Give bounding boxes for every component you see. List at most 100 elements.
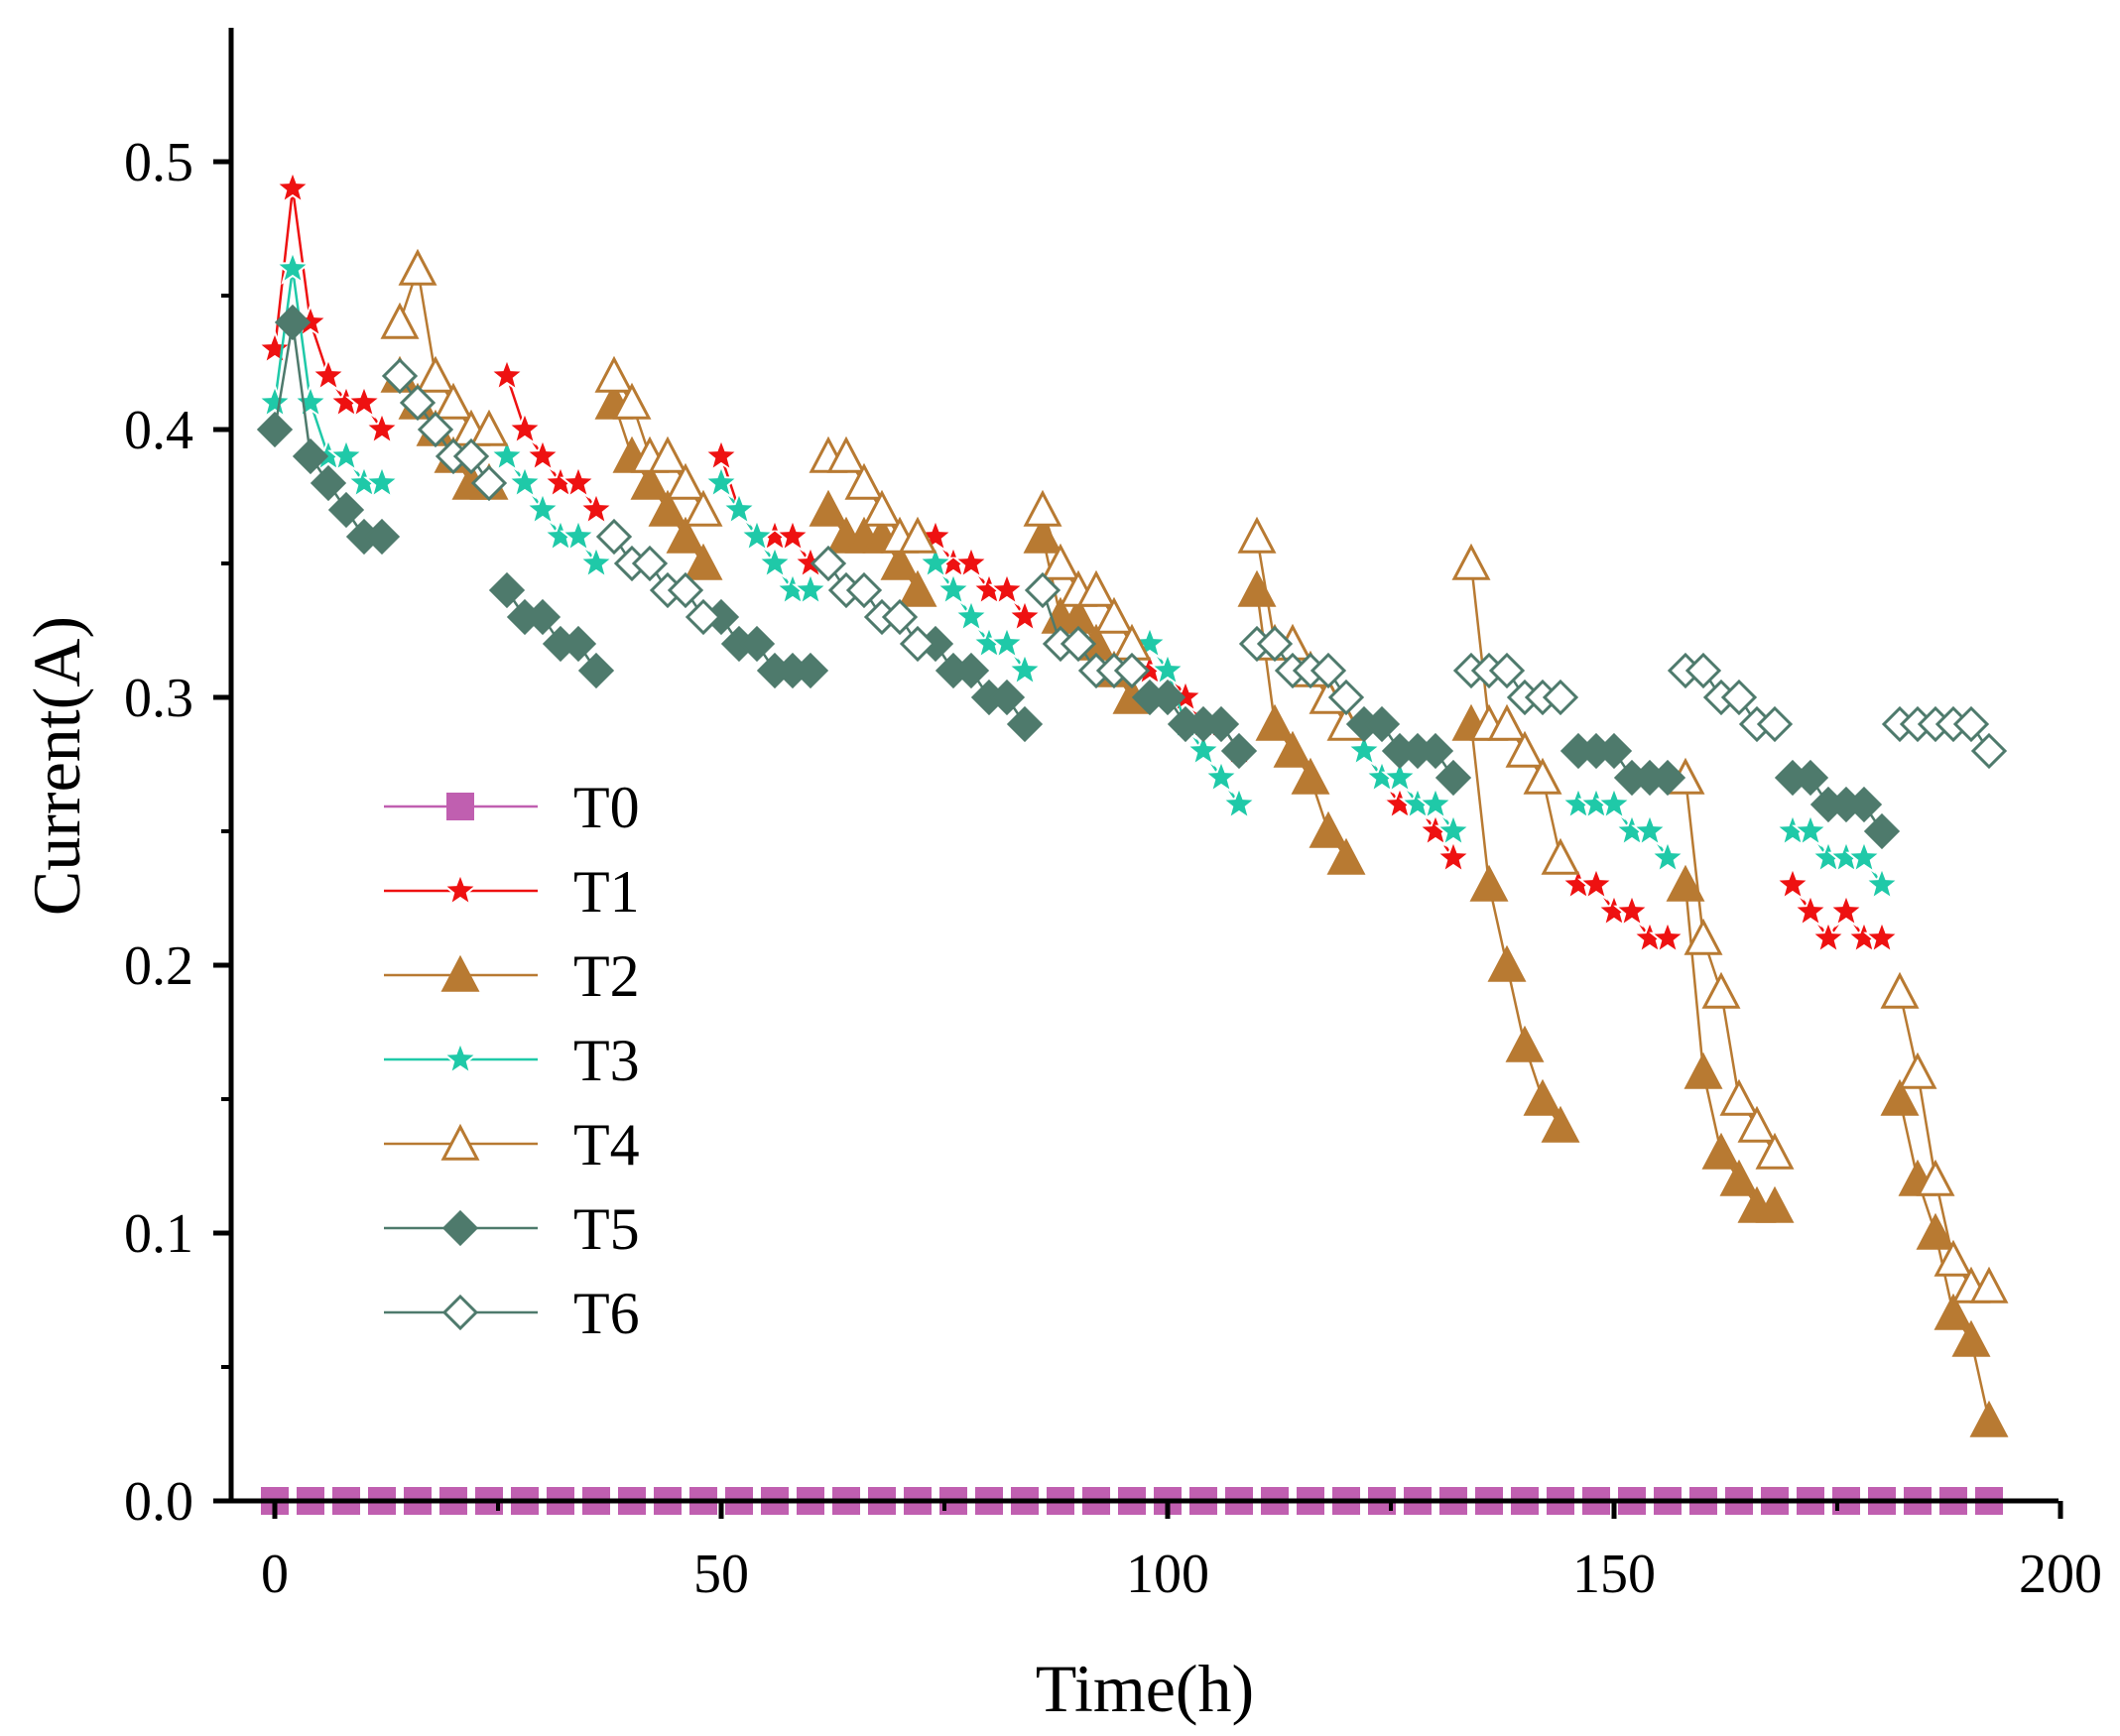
point-T2: [1969, 1400, 2009, 1437]
point-T6: [899, 625, 936, 663]
point-T6: [810, 545, 847, 582]
point-T2: [666, 516, 705, 554]
legend-marker: [441, 1209, 479, 1247]
legend-label: T4: [573, 1112, 640, 1178]
point-T1: [1792, 892, 1829, 929]
point-T5: [1006, 705, 1044, 743]
series-T5: [256, 304, 1901, 850]
point-T2: [684, 543, 723, 580]
point-T4: [666, 462, 705, 500]
point-T2: [1255, 703, 1295, 741]
point-T2: [1880, 1078, 1920, 1116]
point-T3: [952, 597, 990, 634]
point-T4: [1880, 971, 1920, 1009]
point-T2: [1326, 837, 1366, 875]
point-T1: [1863, 919, 1901, 955]
point-T1: [256, 329, 294, 366]
point-T1: [1613, 892, 1651, 929]
point-T4: [862, 489, 902, 527]
point-T4: [380, 302, 420, 339]
legend-label: T2: [573, 943, 640, 1009]
point-T4: [469, 409, 509, 446]
point-T3: [1381, 758, 1419, 795]
point-T5: [274, 304, 312, 341]
y-tick-label: 0.1: [124, 1203, 193, 1265]
point-T4: [1451, 543, 1491, 580]
point-T1: [988, 570, 1026, 607]
point-T4: [1755, 1132, 1795, 1170]
point-T6: [1327, 679, 1365, 716]
legend-entry-T3: T3: [384, 1028, 640, 1093]
point-T1: [1649, 919, 1686, 955]
point-T6: [881, 598, 919, 636]
point-T3: [1595, 785, 1633, 821]
point-T1: [774, 517, 811, 554]
legend-entry-T0: T0: [384, 775, 640, 840]
point-T4: [416, 355, 455, 393]
point-T4: [1701, 971, 1741, 1009]
y-tick-label: 0.5: [124, 132, 193, 193]
series-T3: [256, 249, 1901, 902]
legend-marker: [440, 1123, 480, 1161]
point-T2: [1273, 730, 1312, 768]
point-T6: [685, 598, 722, 636]
point-T2: [880, 543, 920, 580]
series-T4: [380, 248, 2009, 1303]
point-T3: [720, 490, 758, 527]
point-T3: [935, 570, 972, 607]
point-T4: [1487, 703, 1527, 741]
y-tick-label: 0.0: [124, 1471, 193, 1533]
point-T3: [792, 570, 829, 607]
legend-marker: [441, 1040, 479, 1076]
point-T5: [1845, 786, 1883, 823]
point-T6: [452, 437, 490, 475]
point-T2: [1523, 1078, 1562, 1116]
point-T5: [1363, 705, 1401, 743]
point-T3: [524, 490, 561, 527]
point-T5: [1149, 679, 1186, 716]
point-T2: [1719, 1159, 1759, 1196]
y-tick-label: 0.2: [124, 935, 193, 997]
point-T2: [809, 489, 848, 527]
point-T1: [506, 410, 544, 446]
point-T5: [1649, 759, 1686, 797]
point-T1: [1434, 838, 1472, 875]
point-T4: [1684, 918, 1723, 955]
point-T2: [1291, 757, 1330, 795]
point-T2: [630, 462, 670, 500]
point-T5: [1417, 732, 1454, 770]
point-T4: [398, 248, 437, 286]
point-T5: [1595, 732, 1633, 770]
point-T4: [1041, 543, 1080, 580]
point-T3: [274, 249, 312, 286]
legend-marker: [441, 1294, 479, 1331]
point-T5: [1434, 759, 1472, 797]
point-T1: [560, 463, 597, 500]
point-T4: [1916, 1159, 1955, 1196]
point-T2: [1916, 1212, 1955, 1250]
point-T6: [399, 384, 436, 422]
point-T6: [1720, 679, 1758, 716]
point-T3: [327, 436, 365, 473]
point-T1: [345, 383, 383, 420]
point-T4: [1076, 569, 1116, 607]
point-T4: [612, 382, 652, 420]
point-T6: [631, 545, 669, 582]
point-T2: [898, 569, 937, 607]
x-tick-label: 0: [261, 1544, 289, 1605]
point-T5: [256, 411, 294, 448]
point-T4: [1933, 1239, 1973, 1277]
legend-label: T1: [573, 859, 640, 925]
legend-marker: [441, 871, 479, 908]
point-T2: [1684, 1052, 1723, 1089]
point-T5: [560, 625, 597, 663]
point-T4: [1898, 1052, 1937, 1089]
point-T5: [488, 571, 526, 609]
point-T4: [826, 435, 866, 473]
axes: [228, 28, 2058, 1504]
point-T6: [1113, 652, 1151, 689]
point-T2: [1951, 1319, 1991, 1357]
legend-label: T0: [573, 775, 640, 840]
point-T4: [1505, 730, 1545, 768]
point-T4: [1523, 757, 1562, 795]
